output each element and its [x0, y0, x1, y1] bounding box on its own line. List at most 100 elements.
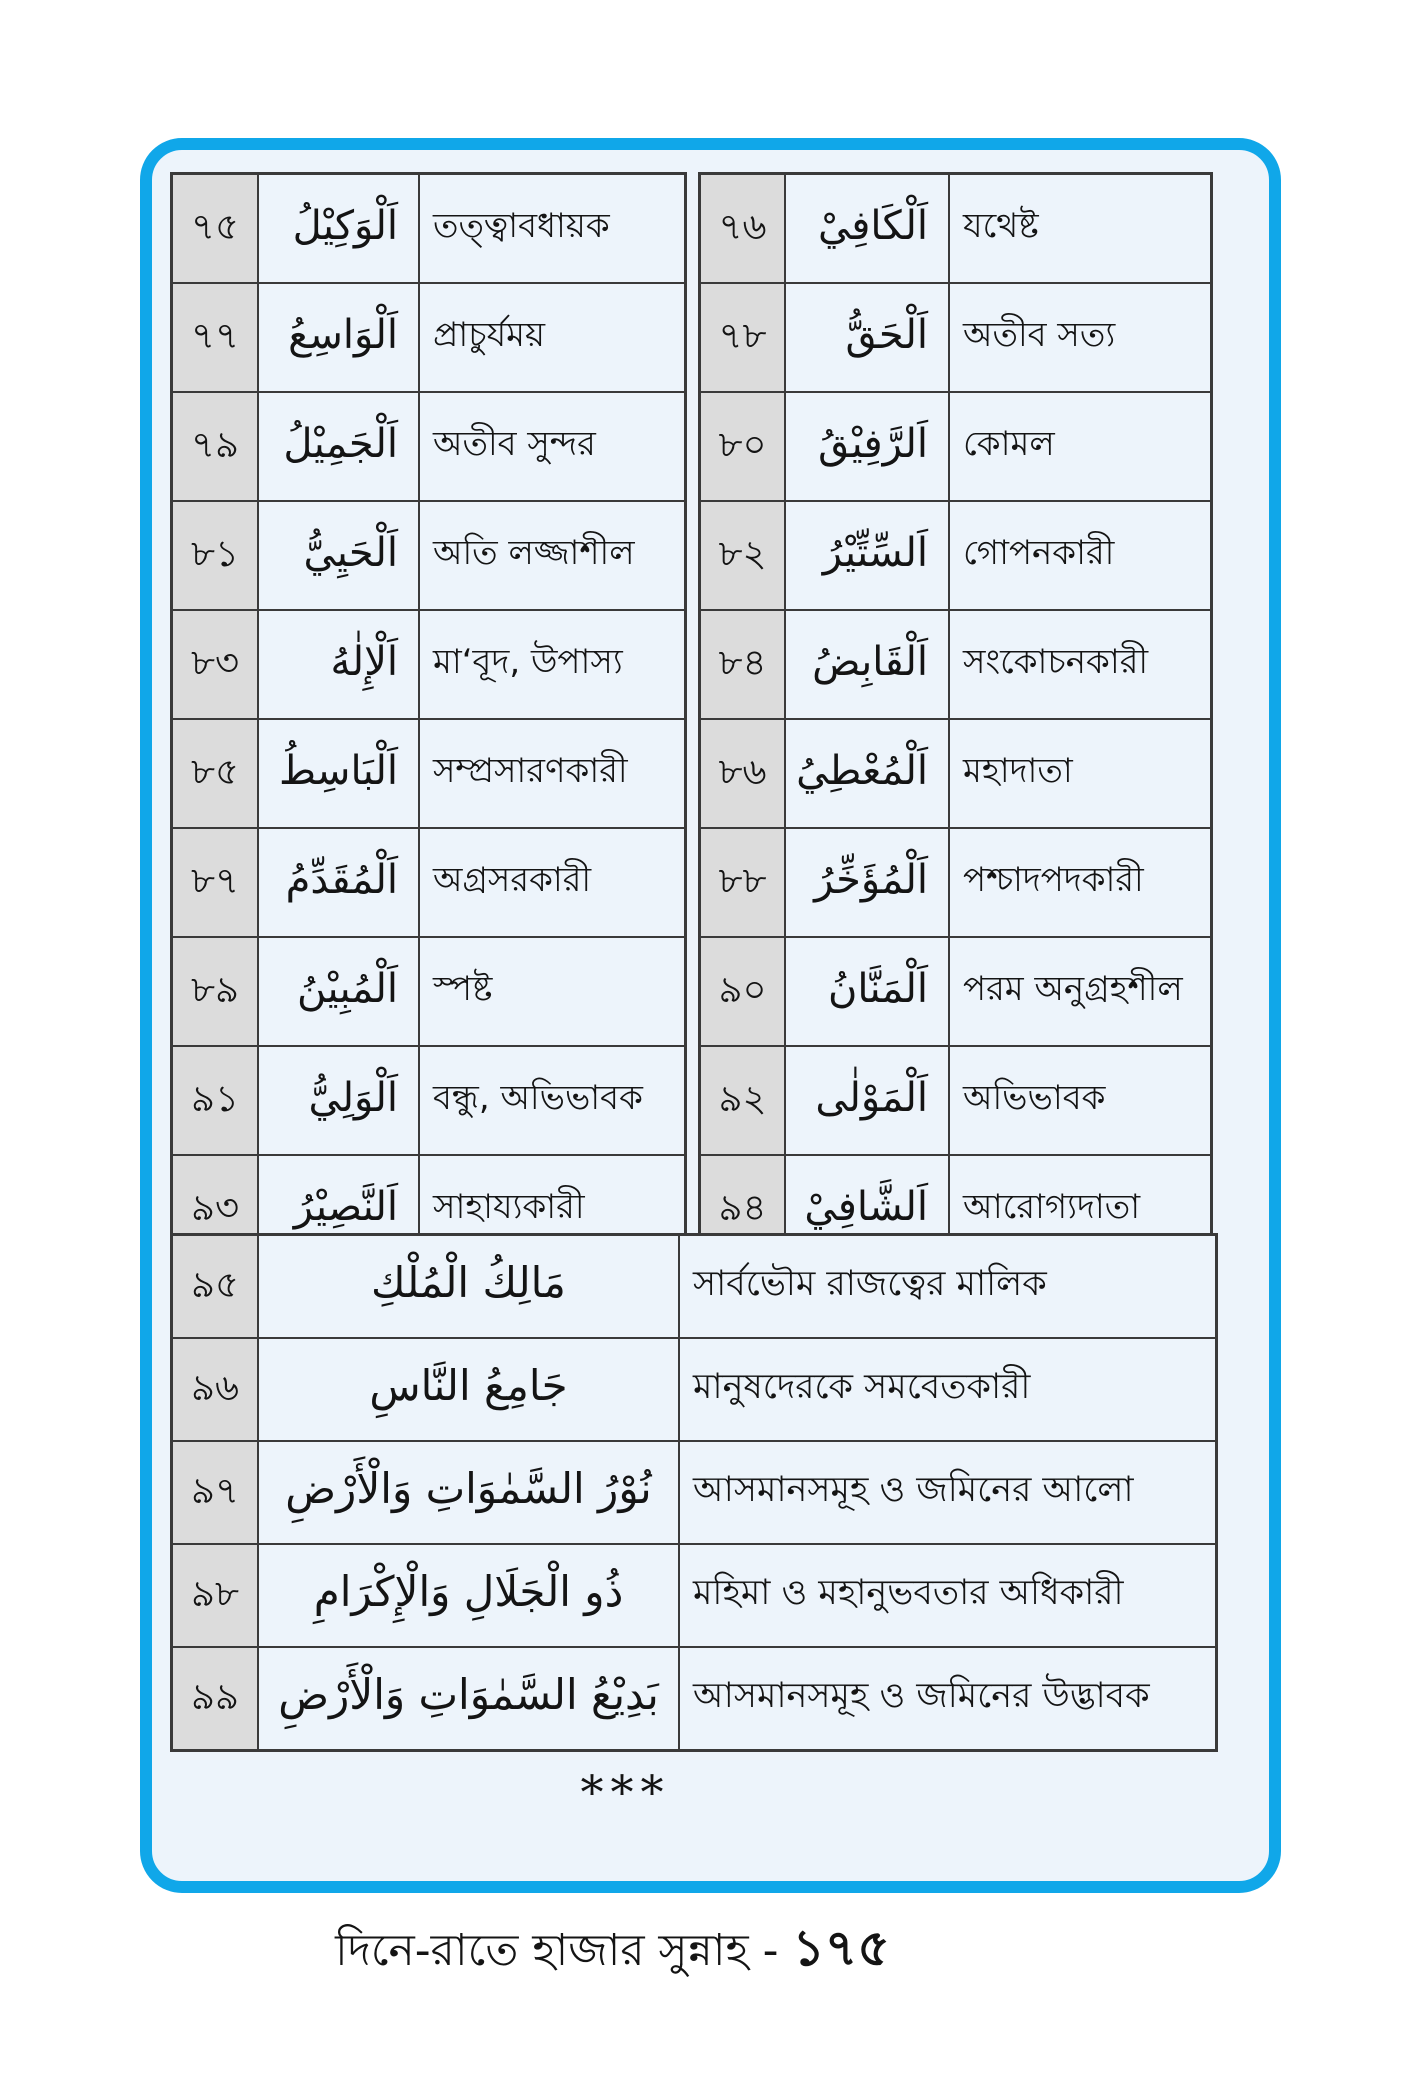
name-row: ৭৭ اَلْوَاسِعُ প্রাচুর্যময়: [170, 282, 687, 393]
arabic-name-cell: اَلْكَافِيْ: [784, 172, 950, 284]
name-row: ৯১ اَلْوَلِيُّ বন্ধু, অভিভাবক: [170, 1045, 687, 1156]
name-row: ৯০ اَلْمَنَّانُ পরম অনুগ্রহশীল: [698, 936, 1213, 1047]
serial-number-cell: ৯৬: [170, 1337, 259, 1442]
serial-number-cell: ৭৫: [170, 172, 259, 284]
name-row: ৮৪ اَلْقَابِضُ সংকোচনকারী: [698, 609, 1213, 720]
serial-number-cell: ৮৪: [698, 609, 786, 720]
arabic-name-cell: اَلْحَيِيُّ: [257, 500, 420, 611]
page-footer: দিনে-রাতে হাজার সুন্নাহ - ১৭৫: [0, 1916, 1325, 1983]
name-row: ৮৬ اَلْمُعْطِيُ মহাদাতা: [698, 718, 1213, 829]
serial-number-cell: ৭৭: [170, 282, 259, 393]
arabic-name-cell: اَلسِّتِّيْرُ: [784, 500, 950, 611]
arabic-name-cell: اَلْجَمِيْلُ: [257, 391, 420, 502]
bengali-meaning-cell: সংকোচনকারী: [948, 609, 1213, 720]
serial-number-cell: ৭৮: [698, 282, 786, 393]
arabic-name-cell: اَلْمُعْطِيُ: [784, 718, 950, 829]
bengali-meaning-cell: সম্প্রসারণকারী: [418, 718, 687, 829]
serial-number-cell: ৮৭: [170, 827, 259, 938]
bengali-meaning-cell: সার্বভৌম রাজত্বের মালিক: [678, 1233, 1218, 1339]
arabic-name-cell: اَلْوَكِيْلُ: [257, 172, 420, 284]
page-number: ১৭৫: [792, 1919, 890, 1977]
arabic-name-cell: اَلْمُقَدِّمُ: [257, 827, 420, 938]
bengali-meaning-cell: অগ্রসরকারী: [418, 827, 687, 938]
serial-number-cell: ৯৭: [170, 1440, 259, 1545]
bengali-meaning-cell: মা‘বূদ, উপাস্য: [418, 609, 687, 720]
arabic-name-cell: مَالِكُ الْمُلْكِ: [257, 1233, 680, 1339]
name-row: ৯৮ ذُو الْجَلَالِ وَالْإِكْرَامِ মহিমা ও ম…: [170, 1543, 1218, 1648]
serial-number-cell: ৯২: [698, 1045, 786, 1156]
name-row: ৯৭ نُوْرُ السَّمٰوَاتِ وَالْأَرْضِ আসমানসম…: [170, 1440, 1218, 1545]
bengali-meaning-cell: গোপনকারী: [948, 500, 1213, 611]
serial-number-cell: ৭৬: [698, 172, 786, 284]
name-row: ৭৫ اَلْوَكِيْلُ তত্ত্বাবধায়ক: [170, 172, 687, 284]
serial-number-cell: ৮০: [698, 391, 786, 502]
arabic-name-cell: اَلْبَاسِطُ: [257, 718, 420, 829]
serial-number-cell: ৮১: [170, 500, 259, 611]
serial-number-cell: ৯১: [170, 1045, 259, 1156]
name-row: ৮৯ اَلْمُبِيْنُ স্পষ্ট: [170, 936, 687, 1047]
content-card: ৭৫ اَلْوَكِيْلُ তত্ত্বাবধায়ক ৭৭ اَلْوَاسِعُ…: [140, 138, 1281, 1893]
arabic-name-cell: ذُو الْجَلَالِ وَالْإِكْرَامِ: [257, 1543, 680, 1648]
arabic-name-cell: اَلْوَاسِعُ: [257, 282, 420, 393]
bengali-meaning-cell: আসমানসমূহ ও জমিনের আলো: [678, 1440, 1218, 1545]
name-row: ৮১ اَلْحَيِيُّ অতি লজ্জাশীল: [170, 500, 687, 611]
serial-number-cell: ৭৯: [170, 391, 259, 502]
bengali-meaning-cell: তত্ত্বাবধায়ক: [418, 172, 687, 284]
name-row: ৮২ اَلسِّتِّيْرُ গোপনকারী: [698, 500, 1213, 611]
name-row: ৯৯ بَدِيْعُ السَّمٰوَاتِ وَالْأَرْضِ আসমান…: [170, 1646, 1218, 1752]
name-row: ৮০ اَلرَّفِيْقُ কোমল: [698, 391, 1213, 502]
bengali-meaning-cell: কোমল: [948, 391, 1213, 502]
bengali-meaning-cell: মহিমা ও মহানুভবতার অধিকারী: [678, 1543, 1218, 1648]
bengali-meaning-cell: অতীব সত্য: [948, 282, 1213, 393]
bengali-meaning-cell: অভিভাবক: [948, 1045, 1213, 1156]
serial-number-cell: ৮৮: [698, 827, 786, 938]
serial-number-cell: ৮২: [698, 500, 786, 611]
arabic-name-cell: اَلْمَنَّانُ: [784, 936, 950, 1047]
names-table-wide-body: ৯৫ مَالِكُ الْمُلْكِ সার্বভৌম রাজত্বের মাল…: [170, 1233, 1218, 1752]
name-row: ৯৬ جَامِعُ النَّاسِ মানুষদেরকে সমবেতকারী: [170, 1337, 1218, 1442]
name-row: ৯২ اَلْمَوْلٰى অভিভাবক: [698, 1045, 1213, 1156]
name-row: ৮৩ اَلْإِلٰهُ মা‘বূদ, উপাস্য: [170, 609, 687, 720]
serial-number-cell: ৯৫: [170, 1233, 259, 1339]
names-table-wide: ৯৫ مَالِكُ الْمُلْكِ সার্বভৌম রাজত্বের মাল…: [170, 1233, 1218, 1752]
serial-number-cell: ৮৫: [170, 718, 259, 829]
arabic-name-cell: اَلْمَوْلٰى: [784, 1045, 950, 1156]
bengali-meaning-cell: অতি লজ্জাশীল: [418, 500, 687, 611]
serial-number-cell: ৮৬: [698, 718, 786, 829]
bengali-meaning-cell: পরম অনুগ্রহশীল: [948, 936, 1213, 1047]
arabic-name-cell: بَدِيْعُ السَّمٰوَاتِ وَالْأَرْضِ: [257, 1646, 680, 1752]
name-row: ৭৮ اَلْحَقُّ অতীব সত্য: [698, 282, 1213, 393]
arabic-name-cell: اَلرَّفِيْقُ: [784, 391, 950, 502]
bengali-meaning-cell: মানুষদেরকে সমবেতকারী: [678, 1337, 1218, 1442]
footer-dash: -: [748, 1925, 793, 1976]
serial-number-cell: ৯০: [698, 936, 786, 1047]
bengali-meaning-cell: মহাদাতা: [948, 718, 1213, 829]
bengali-meaning-cell: পশ্চাদপদকারী: [948, 827, 1213, 938]
serial-number-cell: ৮৩: [170, 609, 259, 720]
arabic-name-cell: نُوْرُ السَّمٰوَاتِ وَالْأَرْضِ: [257, 1440, 680, 1545]
arabic-name-cell: اَلْمُؤَخِّرُ: [784, 827, 950, 938]
name-row: ৭৯ اَلْجَمِيْلُ অতীব সুন্দর: [170, 391, 687, 502]
bengali-meaning-cell: বন্ধু, অভিভাবক: [418, 1045, 687, 1156]
bengali-meaning-cell: অতীব সুন্দর: [418, 391, 687, 502]
name-row: ৮৮ اَلْمُؤَخِّرُ পশ্চাদপদকারী: [698, 827, 1213, 938]
arabic-name-cell: اَلْمُبِيْنُ: [257, 936, 420, 1047]
serial-number-cell: ৯৯: [170, 1646, 259, 1752]
serial-number-cell: ৮৯: [170, 936, 259, 1047]
bengali-meaning-cell: স্পষ্ট: [418, 936, 687, 1047]
paired-name-tables: ৭৫ اَلْوَكِيْلُ তত্ত্বাবধায়ক ৭৭ اَلْوَاسِعُ…: [170, 172, 1253, 1266]
name-row: ৯৫ مَالِكُ الْمُلْكِ সার্বভৌম রাজত্বের মাল…: [170, 1233, 1218, 1339]
bengali-meaning-cell: আসমানসমূহ ও জমিনের উদ্ভাবক: [678, 1646, 1218, 1752]
arabic-name-cell: جَامِعُ النَّاسِ: [257, 1337, 680, 1442]
name-row: ৮৫ اَلْبَاسِطُ সম্প্রসারণকারী: [170, 718, 687, 829]
bengali-meaning-cell: যথেষ্ট: [948, 172, 1213, 284]
section-end-stars: ***: [580, 1765, 671, 1819]
arabic-name-cell: اَلْقَابِضُ: [784, 609, 950, 720]
names-table-left: ৭৫ اَلْوَكِيْلُ তত্ত্বাবধায়ক ৭৭ اَلْوَاسِعُ…: [170, 172, 687, 1266]
name-row: ৮৭ اَلْمُقَدِّمُ অগ্রসরকারী: [170, 827, 687, 938]
arabic-name-cell: اَلْوَلِيُّ: [257, 1045, 420, 1156]
serial-number-cell: ৯৮: [170, 1543, 259, 1648]
bengali-meaning-cell: প্রাচুর্যময়: [418, 282, 687, 393]
names-table-right-body: ৭৬ اَلْكَافِيْ যথেষ্ট ৭৮ اَلْحَقُّ অতীব সত্য ৮…: [698, 172, 1213, 1266]
